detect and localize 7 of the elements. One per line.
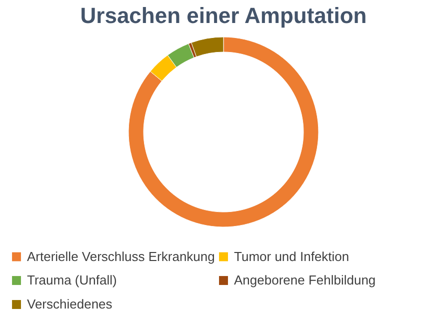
legend-label: Verschiedenes — [27, 296, 113, 312]
legend-label: Arterielle Verschluss Erkrankung — [27, 248, 215, 264]
legend-label: Trauma (Unfall) — [27, 272, 117, 288]
legend-label: Angeborene Fehlbildung — [234, 272, 376, 288]
donut-slice — [128, 36, 319, 228]
legend-label: Tumor und Infektion — [234, 248, 350, 264]
chart-title: Ursachen einer Amputation — [80, 3, 367, 28]
